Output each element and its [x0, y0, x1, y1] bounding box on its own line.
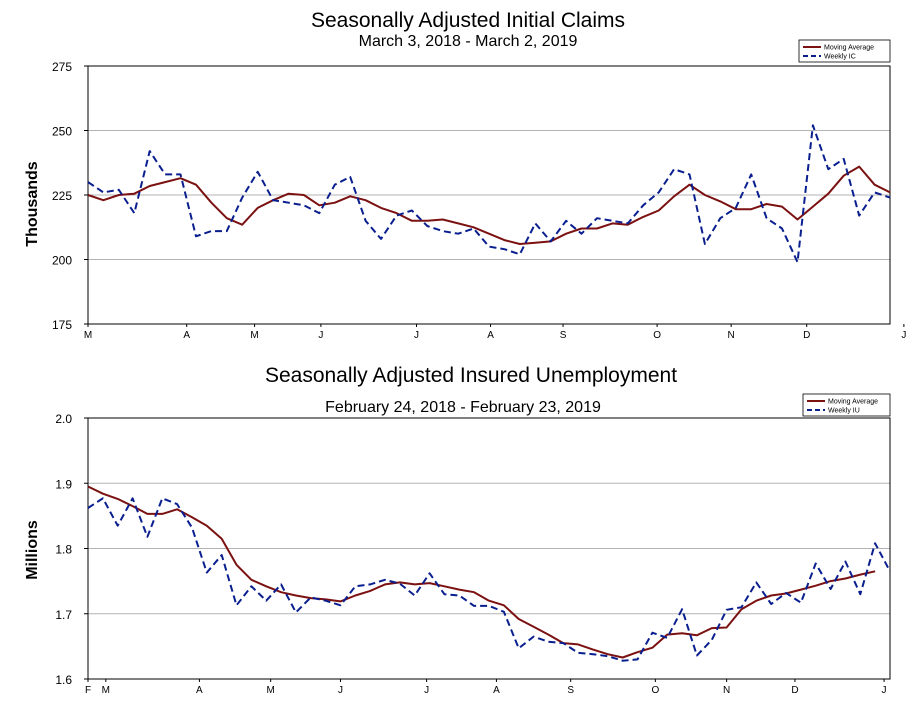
chart2-month-label: F [85, 685, 91, 696]
chart1-x-ticks: MAMJJASONDJFM [84, 324, 906, 341]
chart1-y-tick-label: 225 [52, 189, 72, 203]
chart2-x-ticks: FMAMJJASONDJF [85, 679, 887, 696]
chart2-month-label: N [723, 685, 730, 696]
chart2-title: Seasonally Adjusted Insured Unemployment [265, 364, 677, 387]
chart-initial-claims: Seasonally Adjusted Initial Claims March… [24, 9, 906, 341]
chart2-month-label: S [567, 685, 574, 696]
chart1-grid [88, 130, 890, 260]
chart2-month-label: M [267, 685, 275, 696]
chart1-series-weekly-ic [87, 124, 891, 264]
chart2-month-label: A [493, 685, 500, 696]
chart1-title: Seasonally Adjusted Initial Claims [311, 9, 625, 32]
chart1-y-tick-label: 275 [52, 60, 72, 74]
chart2-month-label: A [196, 685, 203, 696]
chart1-month-label: M [250, 330, 258, 341]
chart2-month-label: J [338, 685, 343, 696]
chart1-month-label: D [803, 330, 810, 341]
chart2-month-label: J [882, 685, 887, 696]
chart1-legend: Moving Average Weekly IC [798, 39, 891, 63]
chart1-month-label: O [653, 330, 661, 341]
chart2-y-tick-label: 1.7 [55, 608, 72, 622]
chart2-grid [88, 482, 890, 615]
chart1-y-ticks: 175 200 225 250 275 [52, 60, 88, 332]
chart2-month-label: J [424, 685, 429, 696]
chart1-month-label: M [84, 330, 92, 341]
chart2-month-label: O [651, 685, 659, 696]
chart1-legend-label-weekly: Weekly IC [824, 54, 856, 61]
chart2-legend-label-weekly: Weekly IU [828, 408, 860, 415]
chart1-series-moving-average [87, 165, 891, 245]
chart2-legend-label-moving-average: Moving Average [828, 399, 878, 406]
chart1-y-axis-label: Thousands [24, 161, 41, 246]
chart1-legend-label-moving-average: Moving Average [824, 45, 874, 52]
chart1-month-label: J [318, 330, 323, 341]
chart1-month-label: N [728, 330, 735, 341]
chart-insured-unemployment: Seasonally Adjusted Insured Unemployment… [24, 364, 891, 696]
chart2-y-tick-label: 1.9 [55, 477, 72, 491]
chart2-y-tick-label: 2.0 [55, 412, 72, 426]
chart2-y-ticks: 1.6 1.7 1.8 1.9 2.0 [55, 412, 88, 687]
chart2-legend: Moving Average Weekly IU [802, 393, 891, 417]
chart2-month-label: D [791, 685, 798, 696]
chart1-month-label: J [901, 330, 906, 341]
chart1-subtitle: March 3, 2018 - March 2, 2019 [359, 33, 578, 50]
chart2-series-weekly-iu [87, 497, 891, 662]
chart2-subtitle: February 24, 2018 - February 23, 2019 [325, 399, 601, 416]
chart1-month-label: A [183, 330, 190, 341]
chart1-y-tick-label: 250 [52, 125, 72, 139]
chart1-month-label: J [414, 330, 419, 341]
chart1-legend-box [798, 39, 891, 63]
chart2-y-axis-label: Millions [24, 520, 41, 580]
chart2-lines [87, 485, 891, 662]
chart1-lines [87, 124, 891, 264]
chart1-y-tick-label: 175 [52, 318, 72, 332]
chart2-y-tick-label: 1.8 [55, 543, 72, 557]
chart1-y-tick-label: 200 [52, 254, 72, 268]
chart1-month-label: A [487, 330, 494, 341]
chart2-month-label: M [102, 685, 110, 696]
chart1-month-label: S [560, 330, 567, 341]
chart2-y-tick-label: 1.6 [55, 673, 72, 687]
chart2-series-moving-average [87, 485, 876, 659]
